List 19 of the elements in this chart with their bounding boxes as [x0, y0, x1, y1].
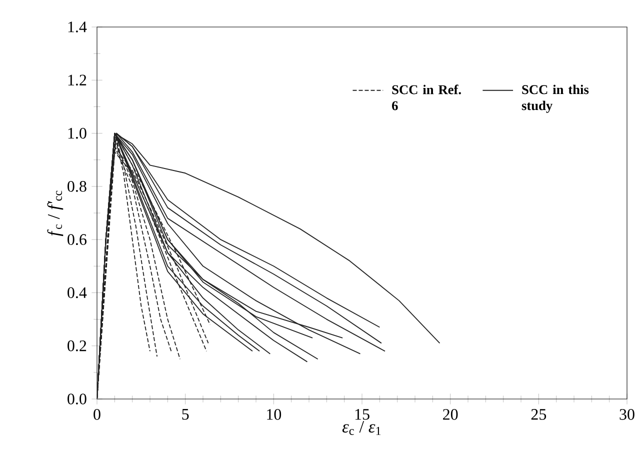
x-tick-label: 10 — [267, 409, 282, 420]
y-axis-title: f$_{c}$ / f'$_{cc}$ — [47, 190, 64, 236]
x-tick-label: 20 — [443, 409, 458, 420]
x-tick-label: 5 — [182, 409, 189, 420]
x-axis-title: ε$_{c}$ / ε$_{1}$ — [342, 421, 381, 435]
legend-label: SCC in this study — [522, 84, 589, 113]
y-tick-label: 1.2 — [68, 74, 86, 86]
y-tick-label: 0.8 — [68, 180, 86, 192]
x-tick-label: 15 — [355, 409, 370, 420]
legend-label: SCC in Ref. 6 — [392, 84, 461, 110]
y-tick-label: 0.6 — [68, 234, 86, 246]
x-tick-label: 25 — [531, 409, 546, 420]
y-tick-label: 0.0 — [68, 394, 86, 404]
y-tick-label: 0.4 — [68, 287, 87, 298]
x-tick-label: 30 — [620, 409, 634, 420]
y-tick-label: 0.2 — [68, 340, 86, 352]
y-tick-label: 1.4 — [68, 22, 87, 32]
y-tick-label: 1.0 — [68, 128, 86, 139]
x-tick-label: 0 — [94, 409, 100, 420]
